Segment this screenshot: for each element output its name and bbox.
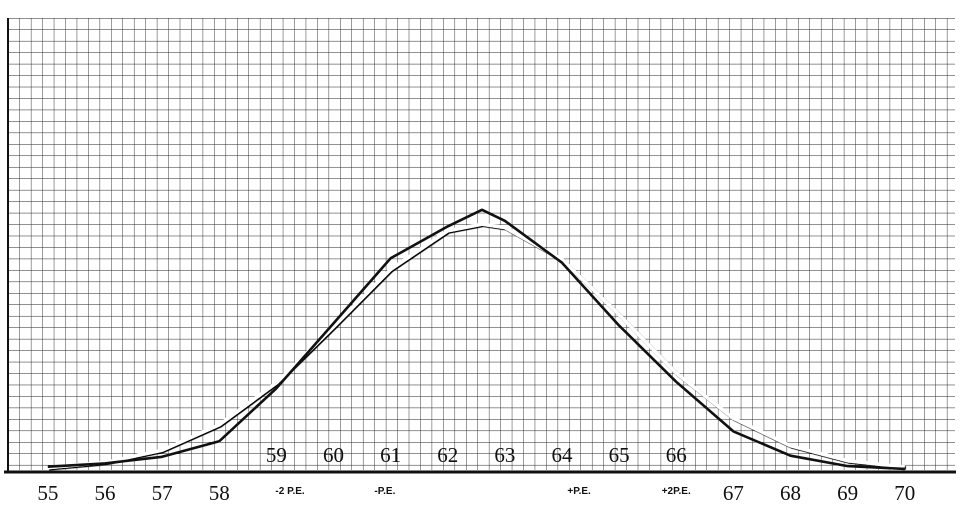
x-tick-label: 70: [894, 481, 915, 505]
x-tick-label: 69: [837, 481, 858, 505]
annotation: +P.E.: [567, 486, 591, 497]
x-tick-label: 66: [666, 443, 687, 467]
x-tick-label: 60: [323, 443, 344, 467]
x-tick-label: 61: [380, 443, 401, 467]
series-line: [47, 222, 905, 470]
x-tick-label: 59: [266, 443, 287, 467]
plot: 55 56 57 58 59 60 61 62 63 64 65 66 67 68 69 70 -2 P.E. -…: [37, 208, 915, 505]
x-tick-label: 57: [152, 481, 173, 505]
series-line: [47, 208, 905, 471]
x-tick-label: 63: [494, 443, 515, 467]
graph-paper: [8, 18, 955, 470]
x-tick-label: 58: [209, 481, 230, 505]
annotation: +2P.E.: [662, 486, 691, 497]
annotation: -P.E.: [374, 486, 395, 497]
annotation: -2 P.E.: [275, 486, 304, 497]
x-tick-label: 62: [437, 443, 458, 467]
x-tick-label: 56: [94, 481, 115, 505]
x-tick-label: 65: [609, 443, 630, 467]
x-tick-label: 67: [723, 481, 744, 505]
x-tick-label: 55: [37, 481, 58, 505]
x-tick-label: 68: [780, 481, 801, 505]
x-tick-label: 64: [551, 443, 573, 467]
